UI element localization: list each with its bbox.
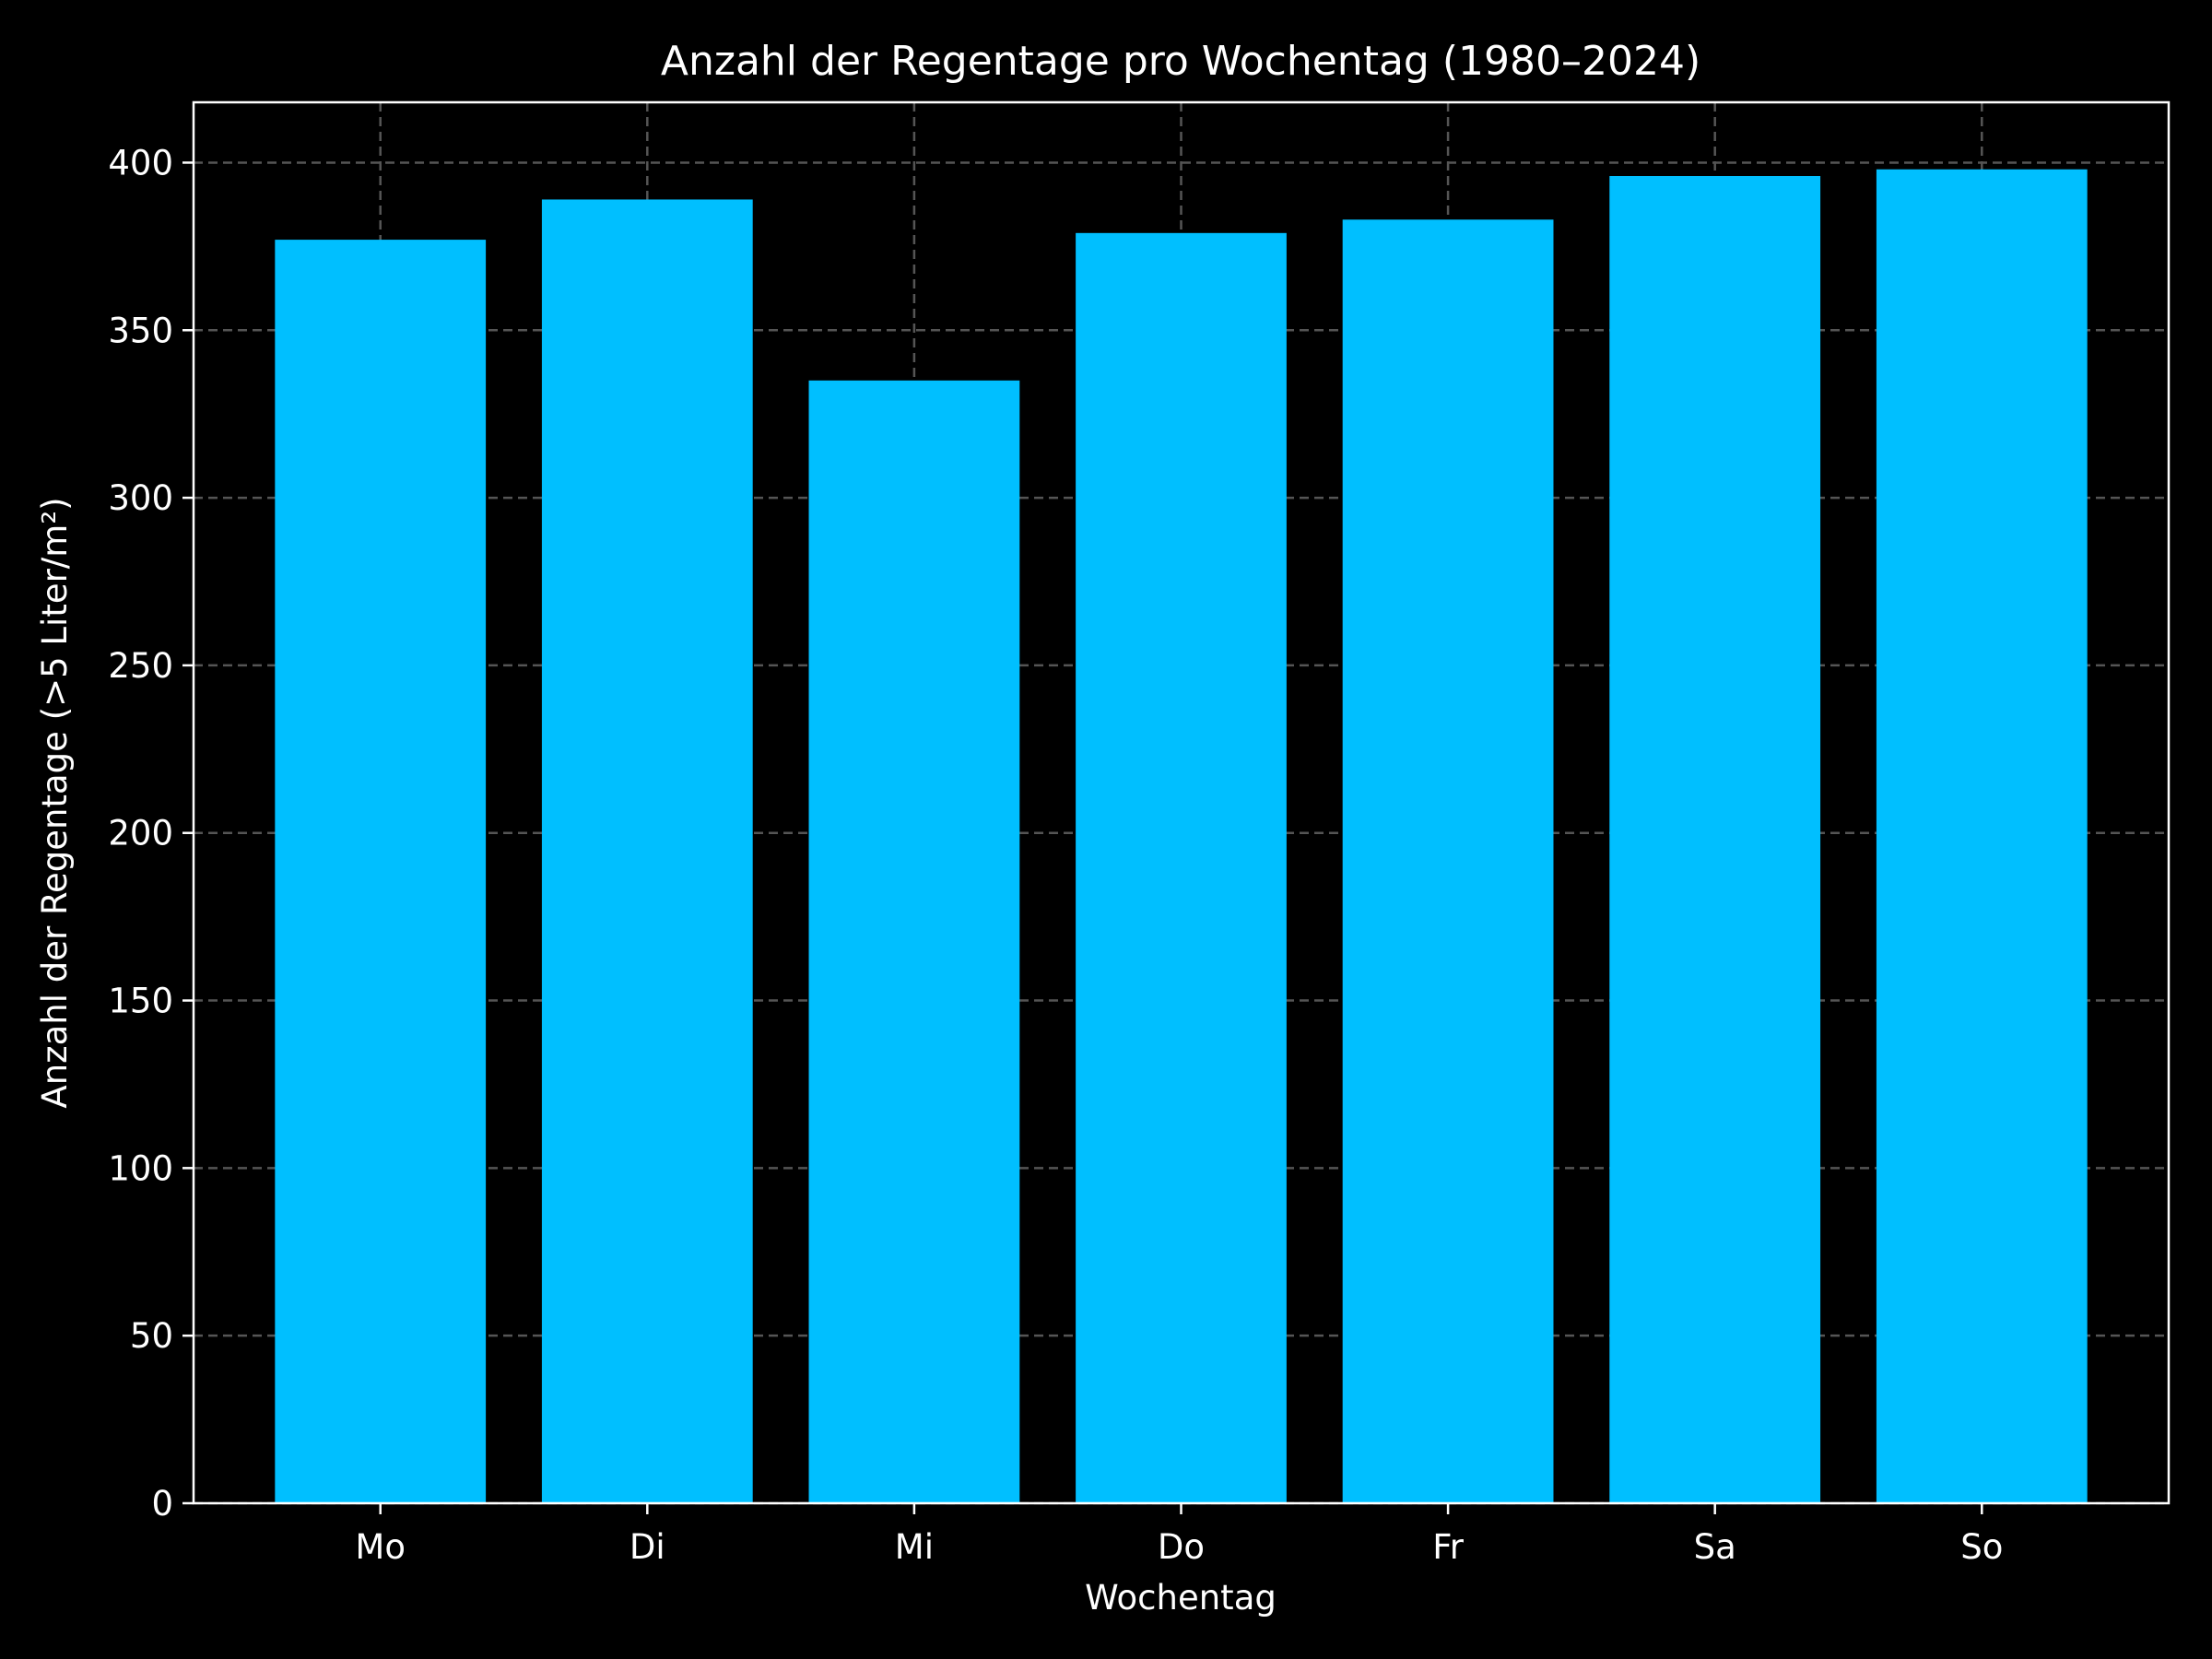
y-tick-label: 0 [151, 1484, 173, 1524]
y-tick-label: 350 [108, 311, 173, 350]
y-axis-label: Anzahl der Regentage (>5 Liter/m²) [35, 497, 75, 1108]
y-tick-label: 300 [108, 478, 173, 518]
y-tick-label: 100 [108, 1148, 173, 1188]
bar-fr [1342, 219, 1554, 1504]
bar-sa [1609, 176, 1821, 1503]
bar-so [1876, 169, 2088, 1503]
y-tick-label: 150 [108, 982, 173, 1021]
bars [275, 169, 2088, 1504]
bar-mi [808, 380, 1020, 1504]
bar-do [1076, 232, 1287, 1504]
y-axis-ticks: 0 50 100 150 200 250 300 350 400 [108, 143, 194, 1524]
y-tick-label: 200 [108, 814, 173, 853]
x-tick-label: Do [1158, 1527, 1205, 1567]
x-axis-ticks: Mo Di Mi Do Fr Sa So [355, 1503, 2003, 1567]
bar-mo [275, 240, 487, 1503]
bar-di [541, 199, 753, 1503]
x-tick-label: Mo [355, 1527, 406, 1567]
y-tick-label: 400 [108, 143, 173, 182]
x-tick-label: Di [629, 1527, 665, 1567]
chart-title: Anzahl der Regentage pro Wochentag (1980… [661, 38, 1700, 85]
x-tick-label: So [1960, 1527, 2003, 1567]
x-tick-label: Sa [1694, 1527, 1736, 1567]
x-tick-label: Mi [895, 1527, 934, 1567]
y-tick-label: 250 [108, 646, 173, 686]
y-tick-label: 50 [130, 1316, 173, 1356]
x-tick-label: Fr [1432, 1527, 1465, 1567]
x-axis-label: Wochentag [1085, 1578, 1277, 1618]
